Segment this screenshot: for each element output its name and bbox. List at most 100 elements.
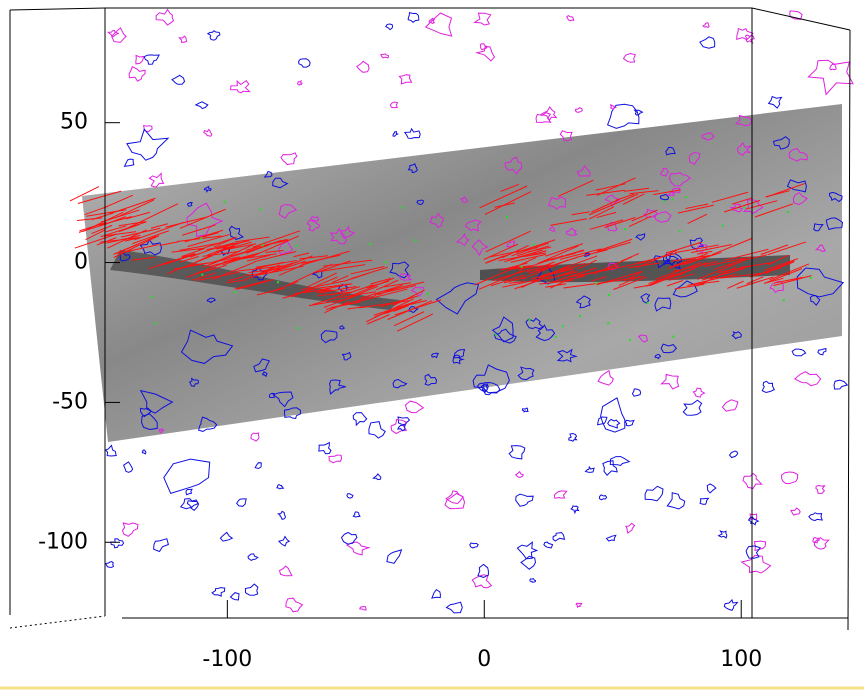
- field-image: [70, 10, 853, 613]
- contour: [125, 159, 134, 166]
- marker: [521, 266, 523, 268]
- marker: [624, 228, 626, 230]
- marker: [402, 206, 404, 208]
- contour: [795, 372, 821, 386]
- marker: [533, 244, 535, 246]
- contour: [567, 16, 574, 21]
- contour: [607, 535, 616, 541]
- contour: [693, 388, 704, 397]
- contour: [381, 54, 389, 58]
- marker: [495, 334, 497, 336]
- contour: [405, 129, 420, 139]
- contour: [745, 35, 754, 43]
- contour: [746, 546, 760, 558]
- contour: [179, 36, 186, 42]
- contour: [719, 531, 727, 538]
- contour: [245, 584, 258, 595]
- contour: [279, 537, 289, 547]
- contour: [782, 472, 798, 484]
- contour: [516, 494, 534, 506]
- marker: [369, 243, 371, 245]
- contour: [791, 508, 800, 515]
- contour: [475, 13, 491, 25]
- frame: [848, 30, 850, 630]
- contour: [683, 400, 701, 415]
- contour: [814, 538, 828, 550]
- contour: [830, 64, 836, 70]
- contour: [571, 506, 578, 513]
- contour: [248, 554, 258, 560]
- contour: [164, 459, 210, 493]
- contour: [142, 450, 146, 454]
- contour: [106, 562, 114, 568]
- contour: [286, 598, 303, 612]
- marker: [672, 199, 674, 201]
- contour: [477, 47, 495, 61]
- contour: [808, 60, 853, 94]
- contour: [127, 129, 168, 160]
- contour: [220, 532, 232, 541]
- contour: [586, 467, 595, 472]
- contour: [390, 102, 397, 108]
- marker: [743, 207, 745, 209]
- contour: [635, 110, 643, 115]
- contour: [553, 533, 564, 542]
- contour: [599, 495, 606, 500]
- marker: [678, 230, 680, 232]
- contour: [703, 23, 709, 28]
- contour: [700, 37, 715, 48]
- contour: [255, 463, 261, 469]
- contour: [754, 541, 765, 550]
- contour: [186, 489, 192, 494]
- contour: [645, 486, 663, 501]
- marker: [154, 322, 156, 324]
- marker: [415, 239, 417, 241]
- contour: [111, 539, 124, 548]
- marker: [200, 238, 202, 240]
- marker: [234, 291, 236, 293]
- contour: [408, 13, 419, 23]
- contour: [298, 81, 303, 85]
- contour: [231, 81, 250, 93]
- marker: [685, 196, 687, 198]
- contour: [406, 401, 424, 413]
- contour: [387, 550, 402, 563]
- contour: [834, 380, 847, 389]
- contour: [432, 590, 441, 598]
- y-tick-label: -50: [52, 389, 88, 414]
- marker: [224, 201, 226, 203]
- contour: [204, 129, 212, 136]
- contour: [369, 422, 385, 438]
- contour: [611, 105, 616, 110]
- contour: [136, 55, 144, 64]
- marker: [506, 216, 508, 218]
- marker: [151, 296, 153, 298]
- contour: [662, 374, 679, 389]
- contour: [353, 413, 367, 426]
- contour: [625, 420, 634, 426]
- contour: [554, 491, 566, 498]
- contour: [632, 389, 640, 396]
- contour: [724, 600, 737, 611]
- contour: [123, 523, 138, 536]
- marker: [385, 261, 387, 263]
- contour: [172, 75, 185, 84]
- contour: [809, 513, 822, 521]
- marker: [663, 201, 665, 203]
- frame: [10, 616, 105, 628]
- contour: [112, 28, 126, 43]
- marker: [297, 327, 299, 329]
- contour: [373, 474, 381, 480]
- contour: [393, 132, 398, 137]
- x-tick-label: -100: [202, 647, 252, 672]
- contour: [386, 24, 393, 30]
- contour: [149, 173, 163, 187]
- contour: [237, 499, 247, 506]
- contour: [601, 398, 625, 432]
- contour: [470, 543, 478, 548]
- contour: [280, 566, 292, 576]
- contour: [624, 54, 636, 63]
- contour: [277, 485, 283, 489]
- contour: [722, 400, 738, 411]
- contour: [399, 75, 411, 84]
